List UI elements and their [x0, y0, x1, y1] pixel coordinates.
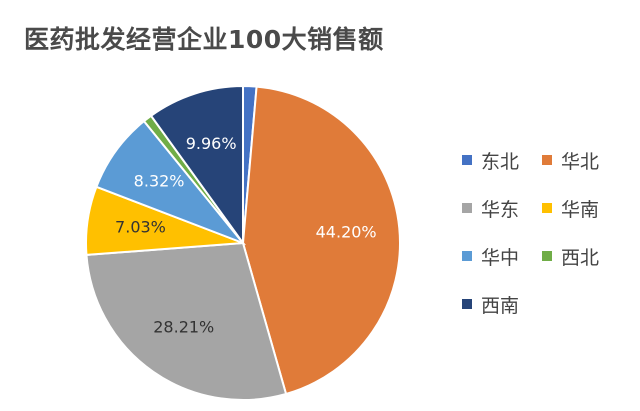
pie-slice-3: [85, 241, 288, 401]
data-label-4: 7.03%: [115, 218, 166, 237]
legend-swatch: [462, 203, 472, 213]
legend-label: 华南: [561, 198, 600, 221]
legend-label: 华东: [481, 198, 520, 221]
data-label-7: 9.96%: [186, 134, 237, 153]
legend-item-4: 华南: [542, 190, 622, 226]
legend-item-7: 西南: [462, 286, 542, 322]
pie-slice-7: [149, 84, 244, 247]
legend-item-5: 华中: [462, 238, 542, 274]
legend-label: 东北: [481, 150, 520, 173]
legend-swatch: [542, 203, 552, 213]
data-label-3: 28.21%: [153, 318, 214, 337]
legend-swatch: [462, 155, 472, 165]
legend-swatch: [462, 251, 472, 261]
data-label-2: 44.20%: [316, 223, 377, 242]
legend-item-2: 华北: [542, 142, 622, 178]
legend-item-1: 东北: [462, 142, 542, 178]
legend-swatch: [462, 299, 472, 309]
legend-item-6: 西北: [542, 238, 622, 274]
legend-swatch: [542, 155, 552, 165]
legend-label: 华中: [481, 246, 520, 269]
legend-swatch: [542, 251, 552, 261]
pie-slice-2: [241, 85, 401, 396]
chart-legend: 东北 华北华东 华南华中 西北西南: [462, 142, 632, 322]
legend-label: 西北: [561, 246, 600, 269]
legend-label: 西南: [481, 294, 520, 317]
legend-item-3: 华东: [462, 190, 542, 226]
data-label-5: 8.32%: [134, 172, 185, 191]
chart-title: 医药批发经营企业100大销售额: [24, 25, 384, 54]
legend-label: 华北: [561, 150, 600, 173]
